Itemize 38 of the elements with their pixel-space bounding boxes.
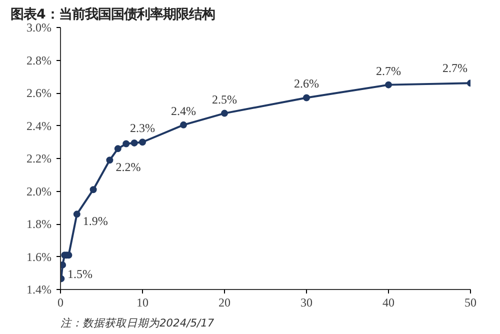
data-label: 2.3% [130, 121, 155, 136]
data-label: 2.2% [116, 160, 141, 174]
point [221, 110, 228, 117]
y-tick-label: 1.8% [26, 217, 52, 231]
x-tick-label: 30 [300, 296, 312, 310]
y-tick-label: 2.8% [26, 53, 52, 68]
point [90, 186, 97, 194]
y-tick-label: 2.0% [26, 184, 52, 198]
data-label: 2.7% [442, 61, 468, 76]
point [180, 121, 187, 128]
chart-title: 图表4：当前我国国债利率期限结构 [10, 6, 215, 22]
x-tick-label: 40 [382, 296, 394, 310]
y-tick-label: 2.6% [26, 86, 52, 100]
point [73, 210, 80, 218]
x-tick-label: 10 [136, 296, 148, 310]
point [385, 81, 392, 88]
data-label: 2.7% [376, 64, 401, 78]
point [303, 94, 310, 102]
x-tick-label: 20 [218, 296, 230, 310]
data-label: 2.6% [294, 76, 319, 91]
y-tick-label: 2.4% [26, 118, 52, 133]
point [60, 261, 66, 268]
point [122, 140, 130, 148]
point [139, 138, 146, 146]
text: 注：数据获取日期为2024/5/17 [60, 316, 214, 330]
x-tick-label: 50 [464, 296, 476, 310]
data-label: 1.9% [82, 214, 108, 228]
point [130, 139, 138, 146]
data-label: 2.4% [171, 104, 196, 118]
y-tick-label: 1.4% [26, 282, 52, 296]
y-tick-label: 2.2% [26, 152, 52, 166]
data-label: 1.5% [68, 266, 93, 281]
x-tick-label: 0 [58, 296, 64, 310]
y-tick-label: 3.0% [26, 20, 52, 34]
y-tick-label: 1.6% [26, 250, 52, 264]
point [114, 145, 122, 152]
data-label: 2.5% [212, 92, 237, 106]
point [106, 156, 114, 164]
